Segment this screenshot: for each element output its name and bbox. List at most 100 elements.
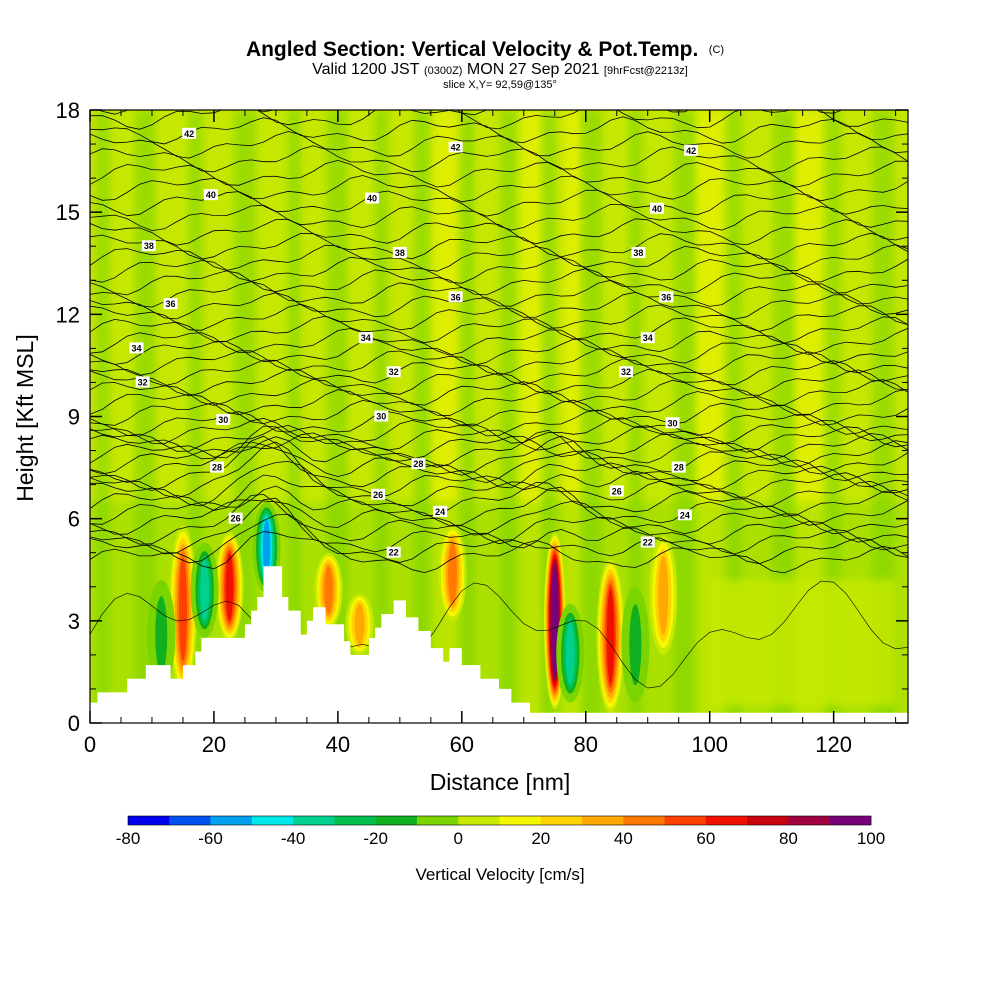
downdraft-cell [629,604,642,686]
contour-label-bg [371,488,386,500]
contour-label-bg [433,505,448,517]
theta-contours [90,110,908,689]
theta-contour [90,513,908,565]
theta-contour [90,189,908,217]
contour-label: 34 [643,333,653,343]
y-tick-label: 12 [56,302,80,327]
y-tick-label: 3 [68,609,80,634]
contour-label: 32 [389,367,399,377]
contour-label-bg [411,458,426,470]
contour-label: 42 [451,142,461,152]
contour-label: 36 [661,292,671,302]
colorbar-tick-label: -40 [281,829,306,848]
y-tick-label: 9 [68,405,80,430]
theta-contour [90,244,908,272]
theta-contour [90,291,908,320]
updraft-cell [551,568,558,674]
updraft-cell [448,542,457,604]
theta-contour [90,460,908,508]
contour-label: 38 [144,241,154,251]
theta-contour [90,399,908,427]
zero-velocity-contour [90,580,908,689]
theta-contour [90,368,908,397]
contour-label-bg [210,461,225,473]
colorbar-segment [664,816,707,825]
contour-label: 42 [184,129,194,139]
contour-label-bg [216,413,231,425]
contour-label-bg [135,376,150,388]
colorbar-segment [623,816,665,825]
plot-area: 42 42 42 40 40 40 38 38 38 36 36 36 34 34 34 32 32 32 30 30… [90,110,908,723]
colorbar-segment [169,816,211,825]
x-tick-label: 80 [574,732,598,757]
y-tick-label: 18 [56,98,80,123]
colorbar-tick-label: 80 [779,829,798,848]
contour-label: 24 [435,507,445,517]
theta-contour [90,358,908,387]
contour-label-bg [129,342,144,354]
colorbar-segment [334,816,376,825]
colorbar-segment [251,816,294,825]
contour-label-bg [619,366,634,378]
contour-label-bg [665,417,680,429]
contour-label: 32 [621,367,631,377]
theta-contour [90,493,908,545]
contour-label-bg [631,247,646,259]
theta-contour [90,303,908,332]
contour-label: 26 [231,514,241,524]
chart-subtitle: Valid 1200 JST (0300Z) MON 27 Sep 2021 [… [312,61,688,78]
contour-label-bg [228,512,243,524]
contour-label: 28 [674,463,684,473]
contour-label: 34 [361,333,371,343]
contour-label-bg [684,144,699,156]
contour-label-bg [609,485,624,497]
contour-label: 22 [643,538,653,548]
colorbar-segment [210,816,253,825]
contour-label: 30 [668,418,678,428]
theta-contour [90,378,908,406]
downdraft-cell [200,559,210,621]
theta-contour [90,435,908,476]
colorbar-tick-label: 100 [857,829,885,848]
contour-label-bg [364,192,379,204]
updraft-cell [178,556,187,662]
theta-contour [90,531,908,574]
contour-label-bg [448,291,463,303]
downdraft-cell [262,519,271,576]
contour-label: 28 [212,463,222,473]
theta-contour [90,159,908,188]
theta-contour [90,145,908,174]
colorbar-tick-label: -60 [198,829,223,848]
updraft-cell [324,566,333,615]
contour-label-bg [163,298,178,310]
theta-contour [90,425,908,468]
theta-contour [90,315,908,344]
x-tick-label: 60 [450,732,474,757]
theta-contour [90,348,908,376]
contour-label-bg [386,546,401,558]
colorbar-segment [416,816,459,825]
contour-label-bg [182,127,197,139]
updraft-cell [225,553,234,621]
colorbar-segment [705,816,748,825]
y-axis-label: Height [Kft MSL] [12,334,38,501]
x-tick-label: 100 [691,732,728,757]
contour-label: 30 [218,415,228,425]
theta-contour [90,175,908,203]
contour-label: 28 [413,459,423,469]
theta-contour [90,279,908,308]
theta-contour [90,327,908,356]
colorbar-segment [829,816,872,825]
colorbar-tick-label: 40 [614,829,633,848]
contour-label-bg [448,141,463,153]
colorbar-segment [458,816,500,825]
x-tick-label: 40 [326,732,350,757]
colorbar-tick-label: 60 [696,829,715,848]
contour-label: 38 [395,248,405,258]
contour-label-bg [203,189,218,201]
colorbar-tick-label: -20 [363,829,388,848]
terrain [90,566,908,723]
contour-label: 40 [367,194,377,204]
